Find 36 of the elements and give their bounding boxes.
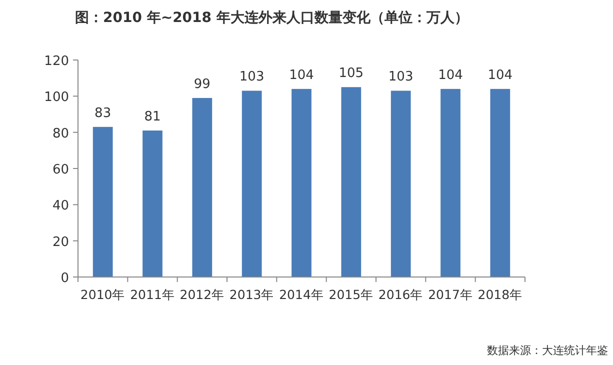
chart-title: 图：2010 年~2018 年大连外来人口数量变化（单位：万人） bbox=[75, 9, 468, 26]
bar bbox=[142, 130, 162, 277]
source-note: 数据来源：大连统计年鉴 bbox=[487, 344, 608, 357]
data-label: 81 bbox=[144, 110, 161, 125]
data-label: 99 bbox=[194, 76, 210, 92]
data-label: 104 bbox=[289, 68, 314, 83]
x-tick-label: 2012年 bbox=[180, 287, 225, 302]
y-tick-label: 100 bbox=[44, 90, 69, 106]
x-tick-label: 2013年 bbox=[229, 287, 274, 302]
data-label: 105 bbox=[338, 66, 364, 82]
bar bbox=[242, 90, 262, 277]
bar bbox=[440, 88, 460, 277]
bar bbox=[292, 88, 312, 277]
x-tick-label: 2018年 bbox=[478, 287, 523, 302]
data-label: 104 bbox=[438, 68, 463, 83]
data-label: 104 bbox=[488, 68, 513, 83]
bar bbox=[192, 98, 212, 277]
x-tick-label: 2014年 bbox=[279, 287, 324, 302]
data-label: 83 bbox=[94, 106, 112, 121]
x-tick-label: 2011年 bbox=[130, 287, 175, 302]
x-tick-label: 2017年 bbox=[428, 287, 473, 302]
bar bbox=[92, 126, 113, 277]
x-tick-label: 2016年 bbox=[378, 287, 424, 302]
y-tick-label: 80 bbox=[52, 126, 69, 142]
bar bbox=[341, 87, 362, 277]
x-tick-label: 2010年 bbox=[80, 287, 126, 302]
y-tick-label: 120 bbox=[44, 54, 69, 69]
y-tick-label: 40 bbox=[52, 198, 69, 214]
bar bbox=[490, 88, 510, 277]
y-tick-label: 60 bbox=[52, 162, 69, 178]
data-label: 103 bbox=[239, 70, 264, 85]
y-tick-label: 0 bbox=[60, 271, 69, 286]
y-tick-label: 20 bbox=[52, 234, 69, 250]
x-tick-label: 2015年 bbox=[328, 287, 374, 302]
bar bbox=[390, 90, 411, 277]
data-label: 103 bbox=[388, 70, 414, 85]
